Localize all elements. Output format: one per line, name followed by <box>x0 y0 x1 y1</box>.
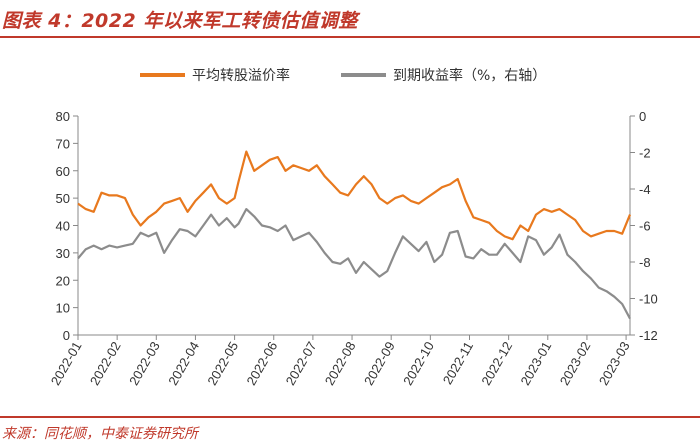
right-tick-label: -6 <box>639 219 651 234</box>
left-y-ticks: 0 10 20 30 40 50 60 70 80 <box>56 109 78 343</box>
x-tick-label: 2022-08 <box>322 339 359 388</box>
left-tick-label: 80 <box>56 109 70 124</box>
x-axis-ticks: 2022-01 2022-02 2022-03 2022-04 2022-05 2022-… <box>48 335 633 388</box>
legend-label-yield: 到期收益率（%，右轴） <box>393 67 546 84</box>
x-tick-label: 2023-02 <box>557 339 594 388</box>
footer-divider <box>0 416 700 418</box>
legend-label-premium: 平均转股溢价率 <box>192 67 290 84</box>
right-tick-label: -12 <box>639 328 658 343</box>
left-tick-label: 30 <box>56 246 70 261</box>
series-line-premium <box>77 150 632 241</box>
x-tick-label: 2022-06 <box>243 339 280 388</box>
right-tick-label: 0 <box>639 109 646 124</box>
x-tick-label: 2022-09 <box>361 339 398 388</box>
left-tick-label: 50 <box>56 191 70 206</box>
x-tick-label: 2022-07 <box>283 339 320 388</box>
figure-title: 图表 4：2022 年以来军工转债估值调整 <box>2 10 358 32</box>
right-tick-label: -10 <box>639 292 658 307</box>
right-tick-label: -8 <box>639 255 651 270</box>
left-tick-label: 0 <box>63 328 70 343</box>
legend: 平均转股溢价率 到期收益率（%，右轴） <box>140 67 546 84</box>
x-tick-label: 2022-05 <box>204 339 241 388</box>
x-tick-label: 2022-04 <box>165 339 202 388</box>
source-note: 来源：同花顺，中泰证券研究所 <box>2 426 198 442</box>
left-tick-label: 40 <box>56 219 70 234</box>
title-divider <box>0 36 700 38</box>
right-y-ticks: 0 -2 -4 -6 -8 -10 -12 <box>630 109 658 343</box>
left-tick-label: 60 <box>56 164 70 179</box>
x-tick-label: 2022-02 <box>87 339 124 388</box>
x-tick-label: 2022-12 <box>478 339 515 388</box>
x-tick-label: 2022-10 <box>400 339 437 388</box>
right-tick-label: -2 <box>639 146 651 161</box>
series-line-yield <box>77 208 631 320</box>
line-chart: 平均转股溢价率 到期收益率（%，右轴） 0 10 20 30 40 50 60 70 80 0 -… <box>48 67 658 388</box>
left-tick-label: 70 <box>56 136 70 151</box>
axes <box>77 116 631 336</box>
right-tick-label: -4 <box>639 182 651 197</box>
x-tick-label: 2023-01 <box>518 339 555 388</box>
x-tick-label: 2022-03 <box>126 339 163 388</box>
left-tick-label: 20 <box>56 273 70 288</box>
x-tick-label: 2022-01 <box>48 339 85 388</box>
left-tick-label: 10 <box>56 301 70 316</box>
x-tick-label: 2023-03 <box>596 339 633 388</box>
x-tick-label: 2022-11 <box>440 339 476 387</box>
